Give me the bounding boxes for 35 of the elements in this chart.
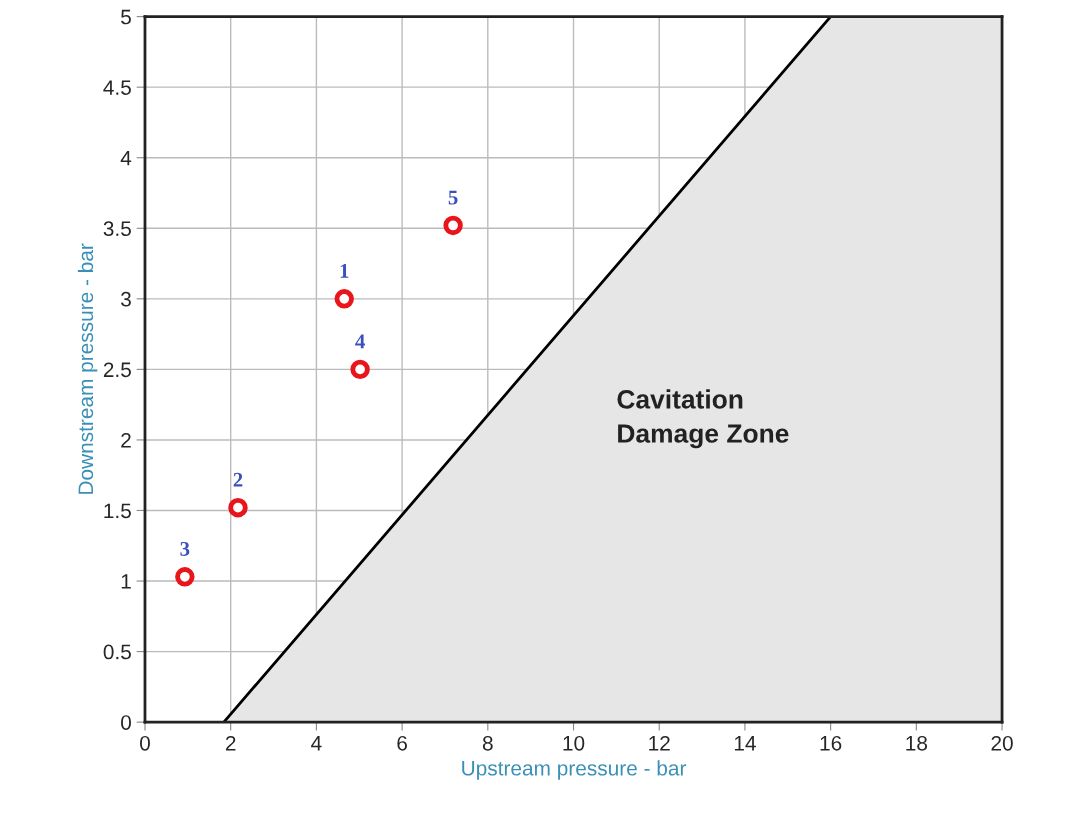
x-axis-title: Upstream pressure - bar [462,760,687,780]
x-tick-label: 14 [734,736,756,751]
y-tick-label: 4.5 [103,80,131,95]
annotation: 4 [355,334,365,349]
annotation: Cavitation Damage Zone [617,389,789,449]
y-tick-label: 4 [120,150,132,166]
annotation: 1 [340,263,349,278]
x-tick-label: 6 [397,735,407,751]
annotation: 5 [448,190,458,205]
y-tick-label: 5 [121,9,131,25]
point [350,359,370,380]
annotation: 3 [180,541,190,556]
point [175,567,195,587]
x-tick-label: 4 [311,736,322,751]
x-tick-label: 16 [820,735,842,751]
point [228,497,248,518]
point [334,289,354,309]
x-tick-label: 20 [991,735,1013,751]
y-tick-label: 0 [121,715,131,730]
x-tick-label: 0 [140,735,150,751]
y-tick-label: 0.5 [103,644,131,660]
y-tick-label: 2 [121,432,131,448]
x-tick-label: 2 [225,735,236,751]
y-tick-label: 1 [121,574,131,589]
y-tick-label: 3 [121,291,131,307]
y-tick-label: 1.5 [104,503,131,519]
x-tick-label: 10 [563,735,585,751]
annotation: 2 [233,472,243,487]
y-tick-label: 3.5 [103,221,131,237]
x-tick-label: 12 [649,735,670,751]
point [443,215,463,236]
x-tick-label: 18 [906,735,928,751]
y-tick-label: 2.5 [103,362,131,378]
x-tick-label: 8 [482,735,493,751]
y-axis-title: Downstream pressure - bar [77,243,98,494]
